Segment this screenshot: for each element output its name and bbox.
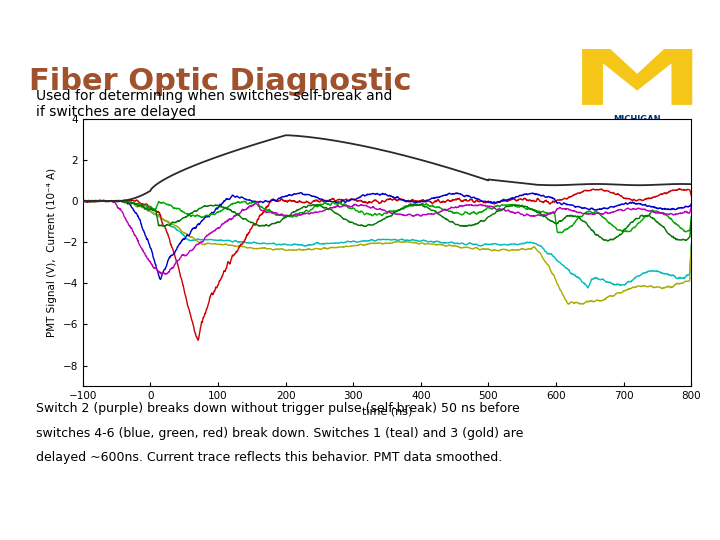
- Text: MICHIGAN: MICHIGAN: [613, 116, 661, 124]
- Polygon shape: [582, 49, 693, 105]
- Text: if switches are delayed: if switches are delayed: [36, 105, 196, 119]
- Text: delayed ~600ns. Current trace reflects this behavior. PMT data smoothed.: delayed ~600ns. Current trace reflects t…: [36, 451, 503, 464]
- Text: switches 4-6 (blue, green, red) break down. Switches 1 (teal) and 3 (gold) are: switches 4-6 (blue, green, red) break do…: [36, 427, 523, 440]
- Y-axis label: PMT Signal (V),  Current (10⁻⁴ A): PMT Signal (V), Current (10⁻⁴ A): [47, 168, 57, 337]
- Text: Switch 2 (purple) breaks down without trigger pulse (self-break) 50 ns before: Switch 2 (purple) breaks down without tr…: [36, 402, 520, 415]
- Text: Used for determining when switches self-break and: Used for determining when switches self-…: [36, 89, 392, 103]
- X-axis label: time (ns): time (ns): [362, 407, 412, 416]
- Text: Fiber Optic Diagnostic: Fiber Optic Diagnostic: [29, 68, 411, 97]
